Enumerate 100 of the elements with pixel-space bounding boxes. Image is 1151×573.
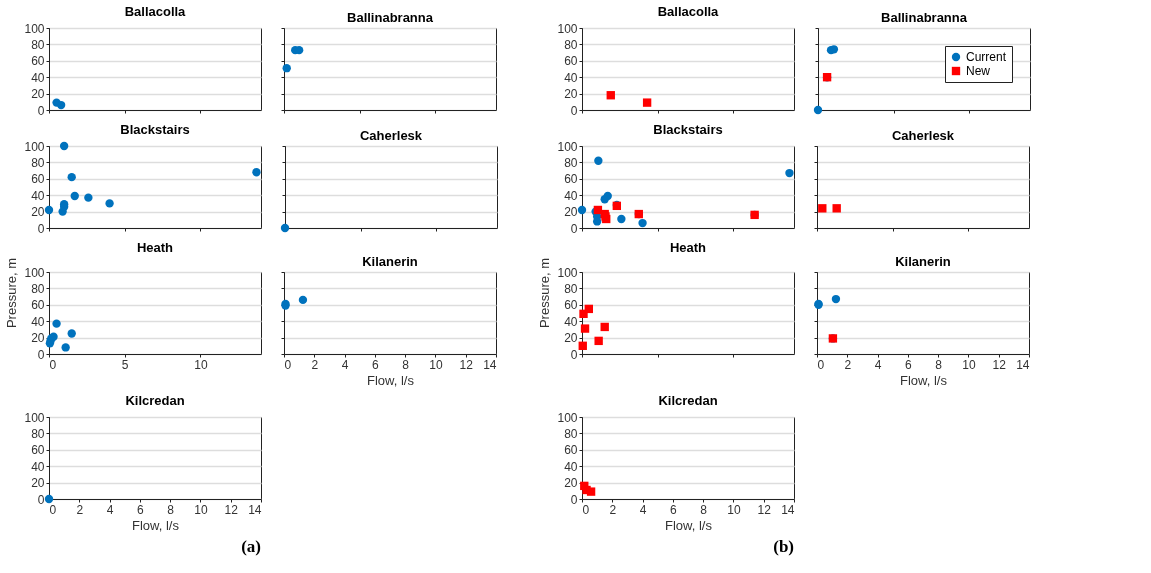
y-tick-label: 60 xyxy=(31,443,45,458)
chart-title: Kilcredan xyxy=(658,393,718,408)
y-tick-label: 80 xyxy=(564,281,578,296)
x-tick-label: 12 xyxy=(459,357,474,372)
text: (a) xyxy=(241,537,261,556)
y-tick-label: 40 xyxy=(31,70,45,85)
chart-title: Kilanerin xyxy=(895,253,951,269)
y-tick-label: 100 xyxy=(557,139,578,154)
chart-title: Kilanerin xyxy=(362,253,418,269)
y-tick-label: 60 xyxy=(564,54,578,69)
chart-title: Kilcredan xyxy=(125,393,185,408)
y-tick-label: 60 xyxy=(564,298,578,313)
y-tick-label: 100 xyxy=(24,410,45,425)
y-tick-label: 0 xyxy=(37,221,45,236)
y-tick-label: 80 xyxy=(31,155,45,170)
x-tick-label: 4 xyxy=(639,502,647,517)
y-tick-label: 60 xyxy=(564,172,578,187)
x-tick-label: 6 xyxy=(670,502,678,517)
y-tick-label: 40 xyxy=(31,459,45,474)
x-tick-label: 2 xyxy=(844,357,852,372)
y-tick-label: 100 xyxy=(24,21,45,36)
y-tick-label: 20 xyxy=(31,205,45,220)
y-tick-label: 100 xyxy=(557,21,578,36)
x-axis-title: Flow, l/s xyxy=(900,372,948,388)
x-tick-label: 0 xyxy=(817,357,825,372)
y-tick-label: 20 xyxy=(564,331,578,346)
y-tick-label: 40 xyxy=(564,188,578,203)
x-tick-label: 10 xyxy=(429,357,443,372)
x-tick-label: 8 xyxy=(402,357,410,372)
x-tick-label: 5 xyxy=(121,357,129,372)
y-tick-label: 0 xyxy=(37,492,45,507)
x-tick-label: 8 xyxy=(167,502,175,517)
x-axis-title: Flow, l/s xyxy=(132,517,180,533)
x-axis-title: Flow, l/s xyxy=(665,517,713,533)
x-tick-label: 10 xyxy=(194,357,208,372)
chart-title: Blackstairs xyxy=(120,122,190,137)
y-tick-label: 40 xyxy=(564,314,578,329)
y-tick-label: 80 xyxy=(31,426,45,441)
x-tick-label: 12 xyxy=(224,502,239,517)
y-tick-label: 80 xyxy=(564,155,578,170)
y-axis-title: Pressure, m xyxy=(537,258,552,329)
chart-title: Caherlesk xyxy=(891,127,955,143)
y-tick-label: 100 xyxy=(24,139,45,154)
y-tick-label: 100 xyxy=(24,265,45,280)
y-tick-label: 40 xyxy=(31,314,45,329)
y-tick-label: 0 xyxy=(570,347,578,362)
chart-title: Ballinabranna xyxy=(347,9,434,25)
chart-title: Heath xyxy=(136,240,174,255)
chart-title: Ballacolla xyxy=(657,4,720,19)
x-tick-label: 4 xyxy=(874,357,882,372)
y-tick-label: 80 xyxy=(31,37,45,52)
x-tick-label: 10 xyxy=(962,357,976,372)
y-tick-label: 0 xyxy=(570,221,578,236)
x-tick-label: 0 xyxy=(284,357,292,372)
y-tick-label: 60 xyxy=(564,443,578,458)
x-tick-label: 4 xyxy=(106,502,114,517)
x-tick-label: 14 xyxy=(1016,357,1030,372)
x-tick-label: 0 xyxy=(49,357,57,372)
y-tick-label: 60 xyxy=(31,298,45,313)
chart-title: Ballacolla xyxy=(124,4,187,19)
y-axis-title: Pressure, m xyxy=(4,258,19,329)
x-tick-label: 10 xyxy=(194,502,208,517)
y-tick-label: 80 xyxy=(564,426,578,441)
legend-label: Current xyxy=(966,50,1007,64)
legend-label: New xyxy=(966,64,991,78)
y-tick-label: 80 xyxy=(31,281,45,296)
y-tick-label: 0 xyxy=(570,103,578,118)
x-tick-label: 0 xyxy=(582,502,590,517)
text: (b) xyxy=(773,537,794,556)
x-tick-label: 2 xyxy=(311,357,319,372)
y-tick-label: 80 xyxy=(564,37,578,52)
y-tick-label: 20 xyxy=(31,331,45,346)
y-tick-label: 100 xyxy=(557,410,578,425)
y-tick-label: 20 xyxy=(31,476,45,491)
x-tick-label: 8 xyxy=(700,502,708,517)
x-tick-label: 0 xyxy=(49,502,57,517)
x-tick-label: 4 xyxy=(341,357,349,372)
chart-title: Ballinabranna xyxy=(881,9,968,25)
y-tick-label: 40 xyxy=(564,459,578,474)
y-tick-label: 20 xyxy=(564,476,578,491)
y-tick-label: 0 xyxy=(37,103,45,118)
y-tick-label: 40 xyxy=(31,188,45,203)
y-tick-label: 60 xyxy=(31,54,45,69)
y-tick-label: 40 xyxy=(564,70,578,85)
y-tick-label: 0 xyxy=(37,347,45,362)
y-tick-label: 20 xyxy=(31,87,45,102)
y-tick-label: 0 xyxy=(570,492,578,507)
x-tick-label: 2 xyxy=(76,502,84,517)
chart-title: Blackstairs xyxy=(653,122,723,137)
y-tick-label: 60 xyxy=(31,172,45,187)
chart-title: Caherlesk xyxy=(359,127,423,143)
x-tick-label: 6 xyxy=(372,357,380,372)
x-tick-label: 6 xyxy=(137,502,145,517)
x-tick-label: 12 xyxy=(992,357,1007,372)
x-tick-label: 14 xyxy=(248,502,262,517)
x-tick-label: 10 xyxy=(727,502,741,517)
x-tick-label: 14 xyxy=(781,502,795,517)
y-tick-label: 20 xyxy=(564,205,578,220)
x-tick-label: 6 xyxy=(905,357,913,372)
x-tick-label: 8 xyxy=(935,357,943,372)
